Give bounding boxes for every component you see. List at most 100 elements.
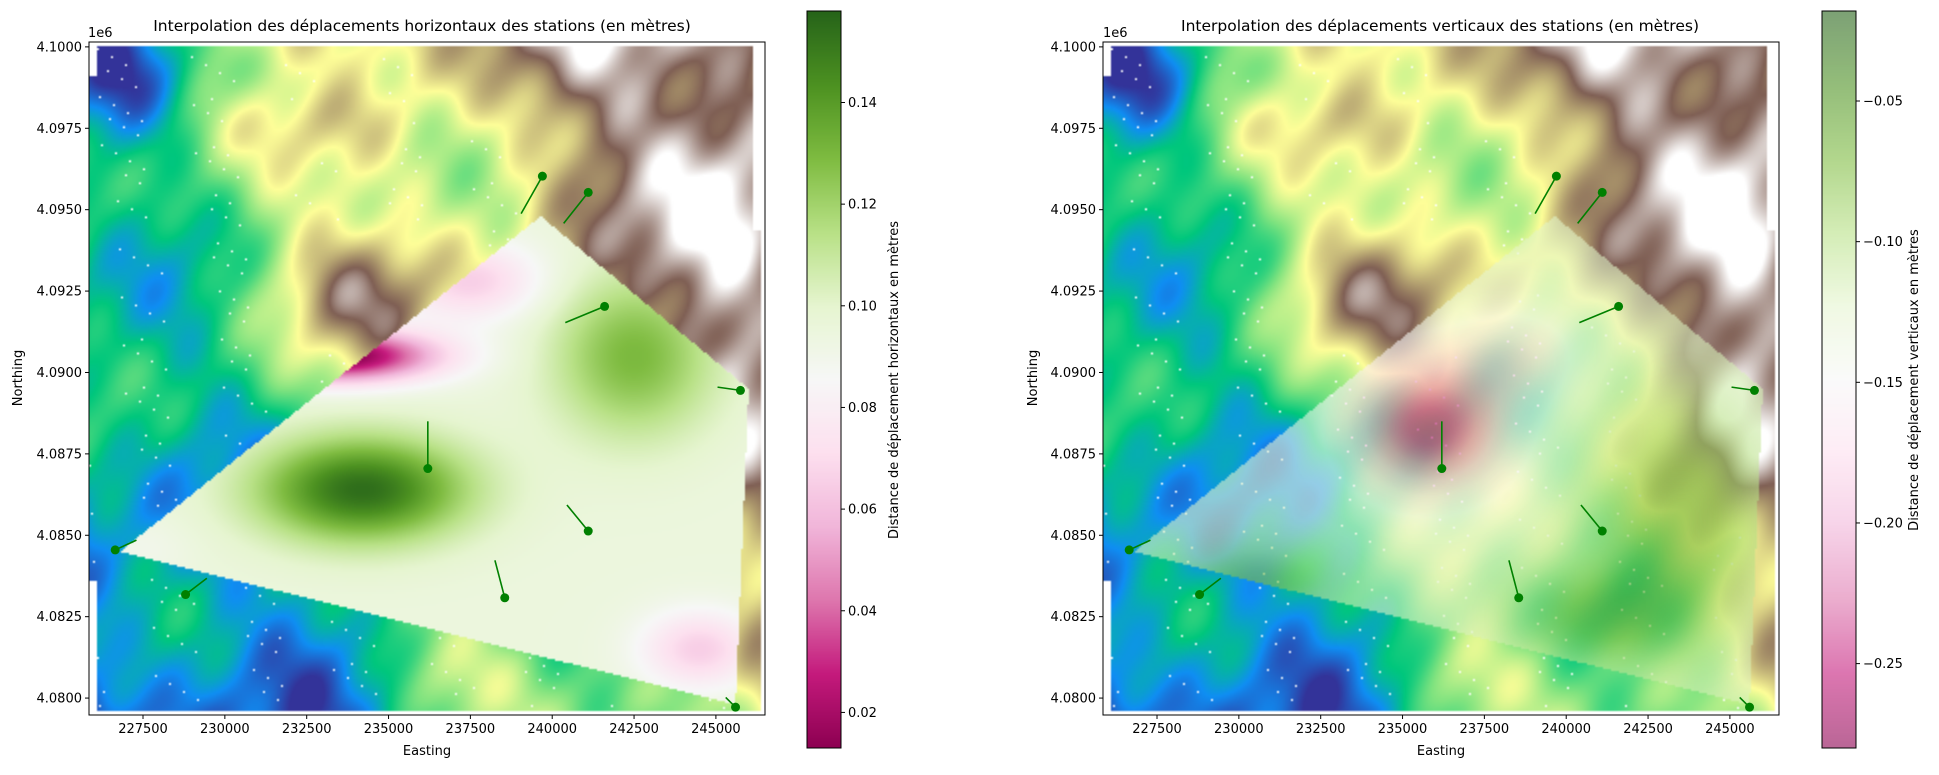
panel-horizontal: Interpolation des déplacements horizonta… xyxy=(11,10,902,759)
station-marker xyxy=(1614,301,1624,311)
colorbar-tick-label: −0.20 xyxy=(1863,516,1903,531)
y-tick-label: 4.0975 xyxy=(1051,122,1097,137)
y-tick-label: 4.1000 xyxy=(1051,40,1097,55)
station-markers xyxy=(1124,171,1759,712)
station-marker xyxy=(110,545,120,555)
y-tick-label: 4.0800 xyxy=(1051,692,1097,707)
x-axis: 227500 230000 232500 235000 237500 240000 2425… xyxy=(1132,715,1755,737)
y-tick-label: 4.0925 xyxy=(1051,285,1097,300)
colorbar-ticks: −0.25 −0.20 −0.15 −0.10 −0.05 xyxy=(1856,95,1903,672)
station-marker xyxy=(1745,702,1755,712)
y-axis: 4.0800 4.0825 4.0850 4.0875 4.0900 4.0925 4.09… xyxy=(37,40,89,707)
station-marker xyxy=(423,464,433,474)
interpolation-raster xyxy=(1103,42,1779,715)
colorbar-frame xyxy=(806,10,842,749)
colorbar-tick-label: 0.08 xyxy=(848,401,877,416)
station-marker xyxy=(583,187,593,197)
y-tick-label: 4.0925 xyxy=(37,285,83,300)
colorbar-tick-label: 0.06 xyxy=(848,503,877,518)
y-tick-label: 4.1000 xyxy=(37,40,83,55)
station-marker xyxy=(735,385,745,395)
chart-title: Interpolation des déplacements verticaux… xyxy=(1181,17,1699,35)
station-vector xyxy=(1508,560,1520,598)
plot-frame xyxy=(1102,41,1780,716)
x-tick-label: 237500 xyxy=(446,722,496,737)
x-tick-label: 242500 xyxy=(609,722,659,737)
station-marker xyxy=(1749,385,1759,395)
colorbar: 0.02 0.04 0.06 0.08 0.10 0.12 0.14 Distance de… xyxy=(806,10,902,749)
y-tick-label: 4.0850 xyxy=(37,529,83,544)
x-tick-label: 232500 xyxy=(1296,722,1346,737)
colorbar-gradient xyxy=(807,11,841,748)
x-tick-label: 237500 xyxy=(1460,722,1510,737)
station-marker xyxy=(1124,545,1134,555)
x-tick-label: 240000 xyxy=(527,722,577,737)
x-tick-label: 227500 xyxy=(118,722,168,737)
station-marker xyxy=(1195,590,1205,600)
y-tick-label: 4.0900 xyxy=(37,366,83,381)
y-axis-label: Northing xyxy=(1026,350,1041,406)
y-tick-label: 4.0875 xyxy=(1051,447,1097,462)
heatmap-plot xyxy=(88,41,766,716)
x-tick-label: 245000 xyxy=(691,722,741,737)
y-tick-label: 4.0950 xyxy=(37,203,83,218)
station-marker xyxy=(1597,526,1607,536)
station-vector xyxy=(563,191,589,224)
x-axis: 227500 230000 232500 235000 237500 240000 2425… xyxy=(118,715,741,737)
station-marker xyxy=(1597,187,1607,197)
station-marker xyxy=(537,171,547,181)
colorbar-gradient xyxy=(1822,11,1856,748)
station-marker xyxy=(731,702,741,712)
x-tick-label: 230000 xyxy=(1214,722,1264,737)
interpolation-raster xyxy=(89,42,765,715)
x-tick-label: 245000 xyxy=(1705,722,1755,737)
y-tick-label: 4.0800 xyxy=(37,692,83,707)
colorbar-tick-label: 0.10 xyxy=(848,299,877,314)
heatmap-plot xyxy=(1102,41,1780,716)
station-marker xyxy=(600,301,610,311)
station-vector xyxy=(1534,175,1558,214)
chart-title: Interpolation des déplacements horizonta… xyxy=(153,17,691,35)
colorbar-tick-label: 0.12 xyxy=(848,198,877,213)
station-vector xyxy=(1579,305,1619,324)
station-marker xyxy=(181,590,191,600)
x-tick-label: 235000 xyxy=(364,722,414,737)
y-tick-label: 4.0825 xyxy=(37,610,83,625)
station-vector xyxy=(1577,191,1603,224)
station-vector xyxy=(520,175,544,214)
plot-frame xyxy=(88,41,766,716)
y-tick-label: 4.0975 xyxy=(37,122,83,137)
colorbar: −0.25 −0.20 −0.15 −0.10 −0.05 Distance de dé… xyxy=(1821,10,1922,749)
y-tick-label: 4.0875 xyxy=(37,447,83,462)
x-axis-label: Easting xyxy=(403,744,451,759)
station-marker xyxy=(1551,171,1561,181)
colorbar-ticks: 0.02 0.04 0.06 0.08 0.10 0.12 0.14 xyxy=(841,96,877,721)
y-tick-label: 4.0825 xyxy=(1051,610,1097,625)
colorbar-tick-label: 0.04 xyxy=(848,604,877,619)
x-axis-label: Easting xyxy=(1417,744,1465,759)
colorbar-frame xyxy=(1821,10,1857,749)
station-marker xyxy=(500,593,510,603)
y-offset-label: 1e6 xyxy=(1103,26,1128,41)
x-tick-label: 242500 xyxy=(1623,722,1673,737)
y-axis-label: Northing xyxy=(11,350,26,406)
x-tick-label: 235000 xyxy=(1378,722,1428,737)
station-marker xyxy=(583,526,593,536)
colorbar-label: Distance de déplacement horizontaux en m… xyxy=(887,221,902,539)
station-marker xyxy=(1514,593,1524,603)
colorbar-tick-label: −0.25 xyxy=(1863,657,1903,672)
station-markers xyxy=(110,171,745,712)
x-tick-label: 230000 xyxy=(200,722,250,737)
x-tick-label: 240000 xyxy=(1541,722,1591,737)
colorbar-label: Distance de déplacement verticaux en mèt… xyxy=(1907,229,1922,531)
panel-vertical: Interpolation des déplacements verticaux… xyxy=(1026,10,1922,759)
y-tick-label: 4.0850 xyxy=(1051,529,1097,544)
y-axis: 4.0800 4.0825 4.0850 4.0875 4.0900 4.0925 4.09… xyxy=(1051,40,1103,707)
station-vector xyxy=(1580,504,1603,532)
x-tick-label: 232500 xyxy=(282,722,332,737)
colorbar-tick-label: 0.02 xyxy=(848,706,877,721)
y-tick-label: 4.0900 xyxy=(1051,366,1097,381)
x-tick-label: 227500 xyxy=(1132,722,1182,737)
station-marker xyxy=(1437,464,1447,474)
